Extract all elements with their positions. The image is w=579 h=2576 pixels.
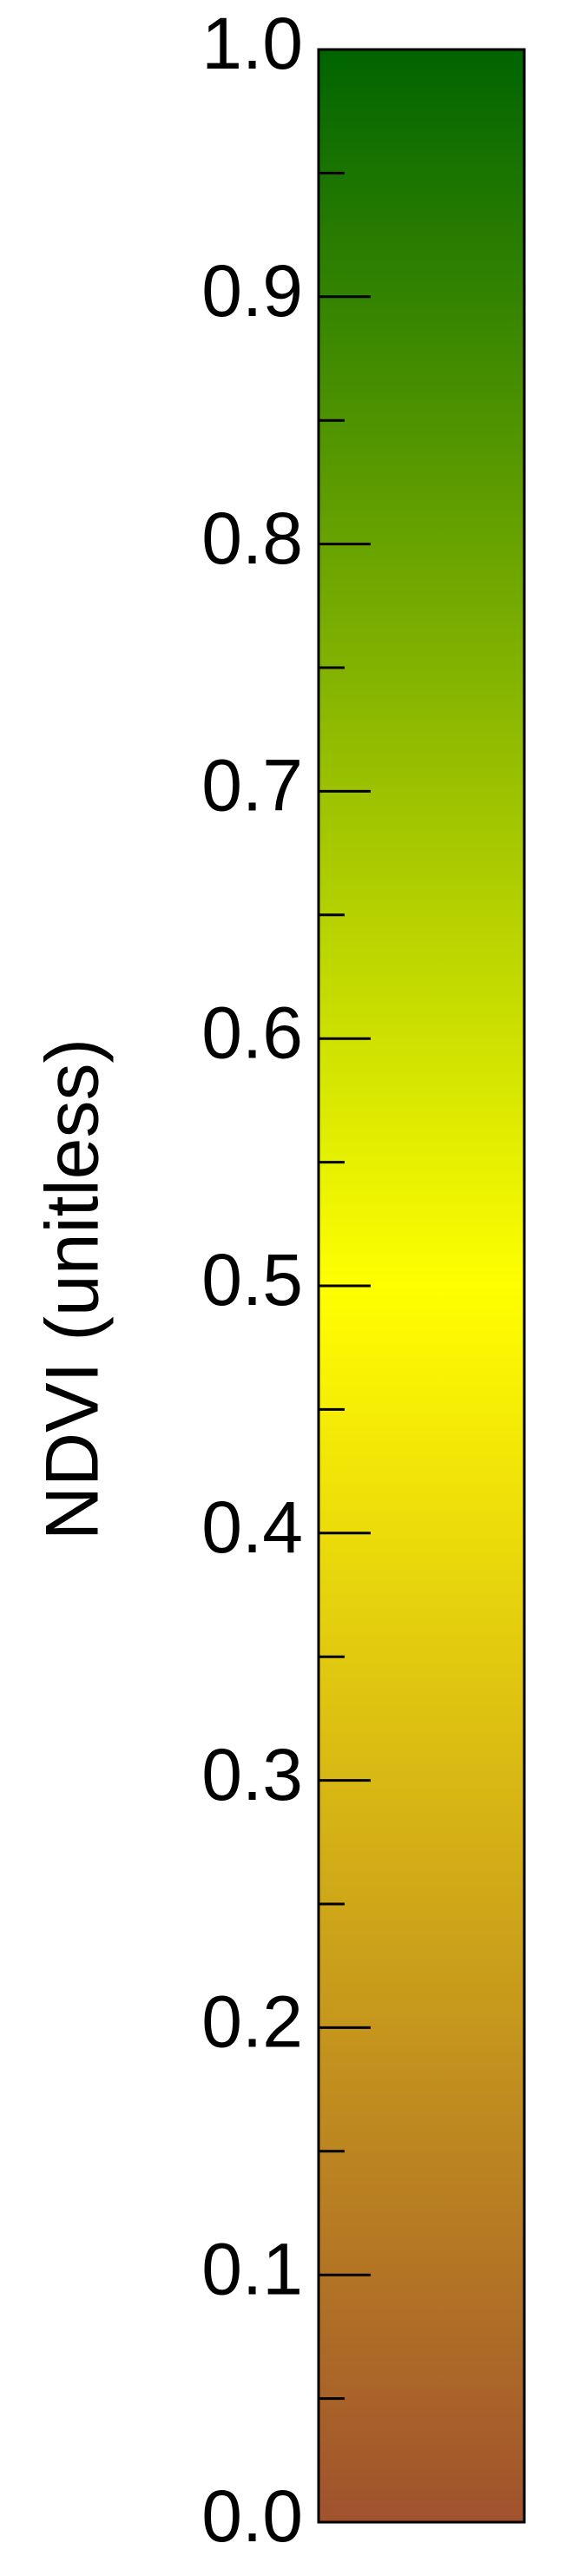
- tick-label: 0.4: [201, 1486, 303, 1568]
- tick-label: 0.7: [201, 745, 303, 827]
- tick-label: 0.9: [201, 250, 303, 332]
- tick-label: 0.1: [201, 2228, 303, 2309]
- axis-title: NDVI (unitless): [31, 1038, 115, 1540]
- tick-label: 0.3: [201, 1734, 303, 1815]
- colorbar-ticks: [319, 48, 371, 2524]
- tick-label: 0.2: [201, 1981, 303, 2063]
- tick-label: 0.8: [201, 497, 303, 579]
- tick-label: 1.0: [201, 3, 303, 84]
- tick-label: 0.5: [201, 1239, 303, 1321]
- colorbar-tick-labels: 0.0 0.1 0.2 0.3 0.4 0.5 0.6 0.7 0.8 0.9 1.0: [201, 3, 303, 2557]
- tick-label: 0.6: [201, 992, 303, 1073]
- tick-label: 0.0: [201, 2475, 303, 2557]
